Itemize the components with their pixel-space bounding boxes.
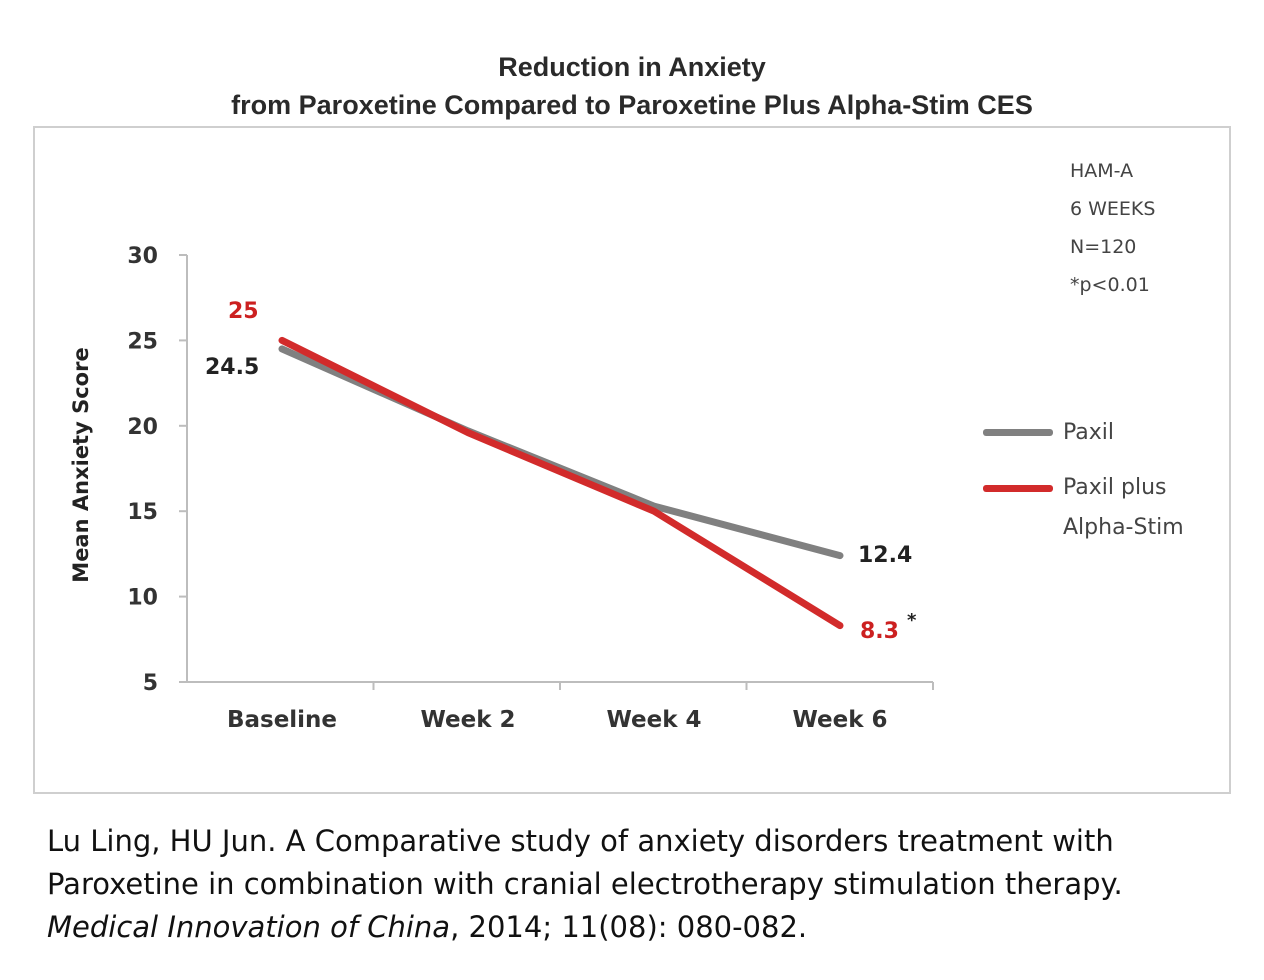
citation-details: , 2014; 11(08): 080-082. xyxy=(450,910,808,944)
chart-title: Reduction in Anxiety xyxy=(498,52,766,82)
legend-label-paxil-plus-line2: Alpha-Stim xyxy=(1063,515,1184,540)
note-scale: HAM-A xyxy=(1070,160,1134,182)
citation-line-2: Paroxetine in combination with cranial e… xyxy=(47,867,1123,901)
y-tick-label: 10 xyxy=(127,586,158,611)
citation: Lu Ling, HU Jun. A Comparative study of … xyxy=(47,820,1247,949)
y-tick-label: 20 xyxy=(127,415,158,440)
legend-swatch-paxil xyxy=(983,429,1053,436)
x-tick-label: Baseline xyxy=(227,707,337,733)
data-label-paxil-week6: 12.4 xyxy=(858,543,912,568)
note-significance: *p<0.01 xyxy=(1070,274,1150,296)
citation-line-3: Medical Innovation of China, 2014; 11(08… xyxy=(47,906,1247,949)
x-tick-label: Week 6 xyxy=(792,707,887,733)
y-tick-label: 5 xyxy=(143,671,158,696)
legend-label-paxil-plus-line1: Paxil plus xyxy=(1063,475,1167,500)
x-tick-label: Week 2 xyxy=(420,707,515,733)
citation-journal: Medical Innovation of China xyxy=(47,910,451,944)
y-axis-label: Mean Anxiety Score xyxy=(69,347,93,582)
chart-subtitle: from Paroxetine Compared to Paroxetine P… xyxy=(231,90,1033,120)
citation-line-1: Lu Ling, HU Jun. A Comparative study of … xyxy=(47,824,1114,858)
data-label-paxil-plus-week6: 8.3 xyxy=(860,619,899,644)
data-label-paxil-plus-baseline: 25 xyxy=(228,299,259,324)
y-tick-label: 25 xyxy=(127,329,158,354)
significance-asterisk: * xyxy=(907,610,917,631)
legend-swatch-paxil-plus xyxy=(983,485,1053,492)
legend-label-paxil: Paxil xyxy=(1063,420,1115,445)
series-line-paxil-plus-alpha-stim xyxy=(278,336,844,630)
x-tick-label: Week 4 xyxy=(606,707,701,733)
note-sample-size: N=120 xyxy=(1070,236,1137,258)
chart-notes: HAM-A 6 WEEKS N=120 *p<0.01 xyxy=(1070,152,1155,304)
y-tick-label: 30 xyxy=(127,244,158,269)
note-duration: 6 WEEKS xyxy=(1070,198,1156,220)
y-tick-label: 15 xyxy=(127,500,158,525)
data-label-paxil-baseline: 24.5 xyxy=(205,355,259,380)
